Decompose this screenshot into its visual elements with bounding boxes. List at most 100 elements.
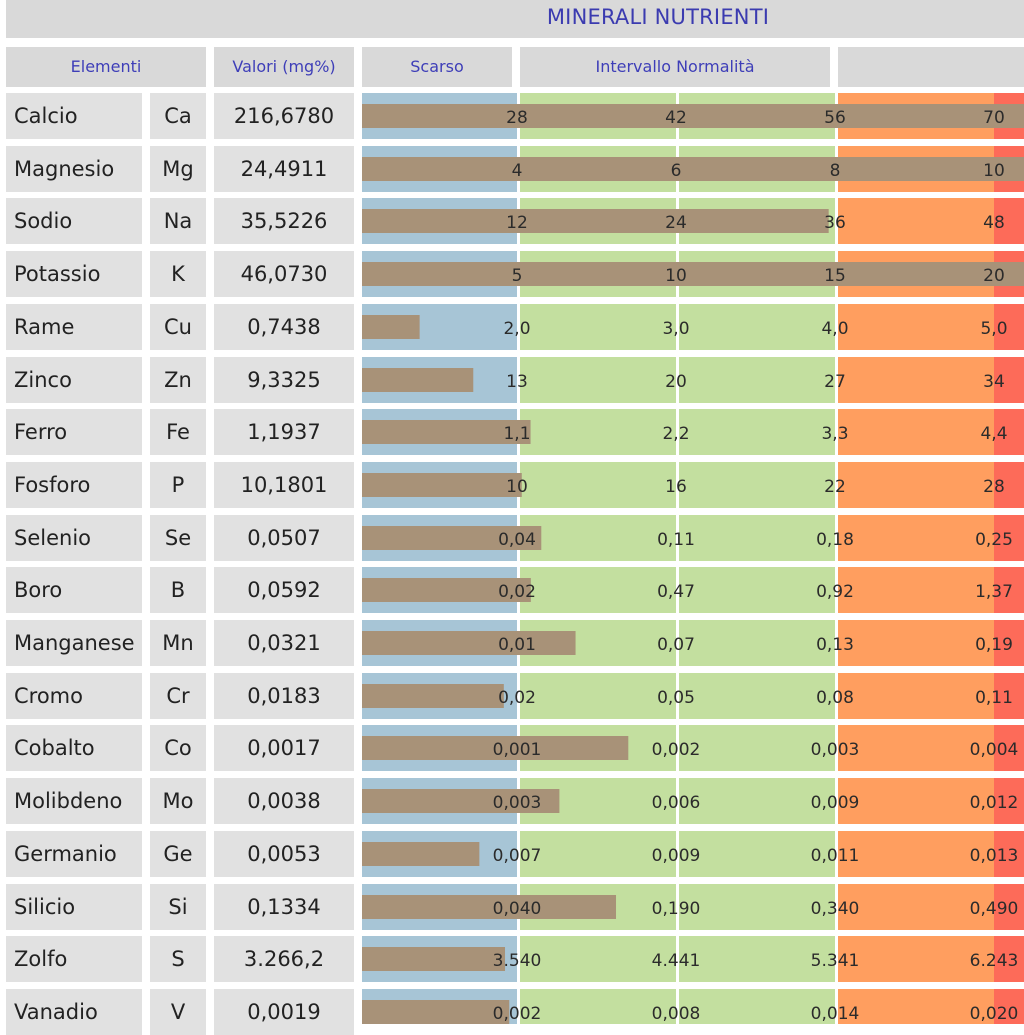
tick-label: 1,1	[503, 424, 530, 444]
tick-label: 0,04	[498, 530, 536, 550]
zone-excess	[994, 357, 1024, 403]
row-name: Boro	[6, 567, 142, 613]
tick-label: 15	[824, 266, 846, 286]
value-bar	[362, 578, 531, 602]
zone-normal	[679, 831, 835, 877]
row-symbol: Co	[150, 725, 206, 771]
zone-excess	[994, 198, 1024, 244]
tick-label: 0,001	[493, 740, 542, 760]
zone-high	[838, 620, 994, 666]
zone-normal	[520, 673, 676, 719]
row-symbol: Se	[150, 515, 206, 561]
row-name: Germanio	[6, 831, 142, 877]
zone-excess	[994, 567, 1024, 613]
zone-excess	[994, 778, 1024, 824]
tick-label: 4,4	[980, 424, 1007, 444]
tick-label: 28	[506, 108, 528, 128]
row-name: Calcio	[6, 93, 142, 139]
zone-normal	[679, 884, 835, 930]
zone-high	[838, 567, 994, 613]
tick-label: 0,007	[493, 846, 542, 866]
tick-label: 0,006	[652, 793, 701, 813]
tick-label: 0,02	[498, 582, 536, 602]
row-value: 0,0592	[214, 567, 354, 613]
tick-label: 10	[983, 161, 1005, 181]
tick-label: 0,490	[970, 899, 1019, 919]
tick-label: 0,011	[811, 846, 860, 866]
value-bar	[362, 315, 420, 339]
tick-label: 48	[983, 213, 1005, 233]
tick-label: 27	[824, 372, 846, 392]
row-symbol: Fe	[150, 409, 206, 455]
row-symbol: Ca	[150, 93, 206, 139]
tick-label: 13	[506, 372, 528, 392]
row-value: 0,0321	[214, 620, 354, 666]
zone-normal	[520, 936, 676, 982]
header-values: Valori (mg%)	[214, 47, 354, 87]
zone-normal	[520, 462, 676, 508]
value-bar	[362, 684, 504, 708]
row-name: Zinco	[6, 357, 142, 403]
tick-label: 3,3	[821, 424, 848, 444]
header-normal: Intervallo Normalità	[520, 47, 830, 87]
row-symbol: Cr	[150, 673, 206, 719]
zone-excess	[994, 409, 1024, 455]
value-bar	[362, 262, 1024, 286]
value-bar	[362, 895, 617, 919]
tick-label: 0,002	[652, 740, 701, 760]
tick-label: 3.540	[493, 951, 542, 971]
zone-high	[838, 357, 994, 403]
title-bar	[6, 0, 1024, 38]
tick-label: 0,340	[811, 899, 860, 919]
tick-label: 20	[983, 266, 1005, 286]
row-name: Manganese	[6, 620, 142, 666]
row-name: Sodio	[6, 198, 142, 244]
tick-label: 0,004	[970, 740, 1019, 760]
tick-label: 0,013	[970, 846, 1019, 866]
tick-label: 0,012	[970, 793, 1019, 813]
tick-label: 24	[665, 213, 687, 233]
zone-high	[838, 198, 994, 244]
zone-normal	[679, 620, 835, 666]
row-name: Magnesio	[6, 146, 142, 192]
zone-high	[838, 304, 994, 350]
zone-excess	[994, 725, 1024, 771]
tick-label: 1,37	[975, 582, 1013, 602]
row-value: 0,0183	[214, 673, 354, 719]
row-value: 35,5226	[214, 198, 354, 244]
tick-label: 0,25	[975, 530, 1013, 550]
value-bar	[362, 736, 629, 760]
row-name: Selenio	[6, 515, 142, 561]
value-bar	[362, 631, 576, 655]
row-name: Ferro	[6, 409, 142, 455]
zone-excess	[994, 673, 1024, 719]
row-symbol: Mg	[150, 146, 206, 192]
row-symbol: Cu	[150, 304, 206, 350]
tick-label: 10	[506, 477, 528, 497]
row-name: Molibdeno	[6, 778, 142, 824]
value-bar	[362, 420, 531, 444]
tick-label: 0,003	[811, 740, 860, 760]
zone-normal	[520, 304, 676, 350]
zone-high	[838, 673, 994, 719]
tick-label: 0,47	[657, 582, 695, 602]
zone-excess	[994, 620, 1024, 666]
row-symbol: K	[150, 251, 206, 297]
row-name: Rame	[6, 304, 142, 350]
tick-label: 34	[983, 372, 1005, 392]
tick-label: 3,0	[662, 319, 689, 339]
zone-excess	[994, 936, 1024, 982]
tick-label: 0,07	[657, 635, 695, 655]
zone-normal	[520, 567, 676, 613]
zone-high	[838, 515, 994, 561]
row-symbol: B	[150, 567, 206, 613]
tick-label: 0,009	[811, 793, 860, 813]
zone-normal	[679, 673, 835, 719]
zone-normal	[520, 515, 676, 561]
header-high	[838, 47, 1024, 87]
zone-normal	[679, 567, 835, 613]
row-symbol: Mn	[150, 620, 206, 666]
zone-normal	[520, 831, 676, 877]
zone-high	[838, 884, 994, 930]
tick-label: 0,01	[498, 635, 536, 655]
